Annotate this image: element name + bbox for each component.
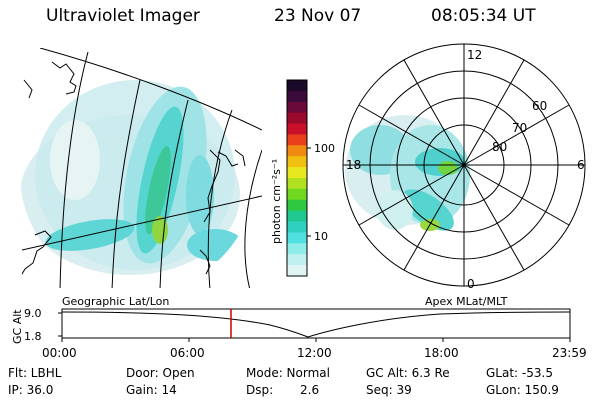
timeline-axis-label: GC Alt: [11, 309, 24, 344]
image-date: 23 Nov 07: [274, 6, 362, 26]
xtick-0000: 00:00: [42, 346, 77, 360]
timeline-ytick-high: 9.0: [24, 307, 42, 320]
colorbar-band: [287, 112, 307, 125]
colorbar-band: [287, 178, 307, 190]
mlt-0-label: 0: [467, 277, 475, 291]
gain-value: Gain: 14: [126, 383, 177, 397]
xtick-1800: 18:00: [424, 346, 459, 360]
ip-value: IP: 36.0: [8, 383, 54, 397]
colorbar-band: [287, 221, 307, 233]
colorbar-band: [287, 167, 307, 179]
geographic-map: [20, 48, 262, 292]
polar-grid: [342, 43, 586, 287]
lat-70-label: 70: [512, 121, 527, 135]
instrument-title: Ultraviolet Imager: [46, 6, 200, 26]
colorbar-band: [287, 210, 307, 223]
colorbar-band: [287, 101, 307, 114]
apex-caption: Apex MLat/MLT: [425, 295, 508, 308]
colorbar-band: [287, 265, 307, 277]
mlt-6-label: 6: [577, 158, 585, 172]
image-time: 08:05:34 UT: [431, 6, 536, 26]
colorbar-band: [287, 232, 307, 244]
glat-value: GLat: -53.5: [486, 366, 553, 380]
colorbar-band: [287, 134, 307, 146]
lat-80-label: 80: [492, 140, 507, 154]
colorbar-tick-label-100: 100: [314, 142, 335, 155]
colorbar-band: [287, 156, 307, 168]
colorbar-unit-label: photon cm⁻²s⁻¹: [270, 159, 283, 244]
colorbar-tick-label-10: 10: [314, 230, 328, 243]
colorbar-gradient: [287, 80, 307, 277]
colorbar-band: [287, 145, 307, 157]
glon-value: GLon: 150.9: [486, 383, 559, 397]
seq-value: Seq: 39: [366, 383, 412, 397]
colorbar-band: [287, 199, 307, 212]
mlt-12-label: 12: [467, 48, 482, 62]
altitude-curve: [61, 311, 571, 338]
gc-alt-value: GC Alt: 6.3 Re: [366, 366, 450, 380]
colorbar-band: [287, 90, 307, 103]
filter-value: Flt: LBHL: [8, 366, 62, 380]
polar-map: 12 18 6 0 60 70 80: [342, 43, 586, 291]
door-value: Door: Open: [126, 366, 195, 380]
colorbar-band: [287, 123, 307, 135]
colorbar-band: [287, 254, 307, 266]
mlt-18-label: 18: [346, 158, 361, 172]
colorbar-band: [287, 80, 307, 92]
colorbar-frame: [286, 79, 308, 277]
geographic-caption: Geographic Lat/Lon: [62, 295, 169, 308]
dsp-value: 2.6: [300, 383, 320, 397]
mode-value: Mode: Normal: [246, 366, 330, 380]
polar-labels: 12 18 6 0 60 70 80: [346, 48, 585, 291]
altitude-timeline: Geographic Lat/Lon Apex MLat/MLT GC Alt …: [11, 295, 571, 344]
geo-grid: [22, 48, 262, 288]
timeline-ytick-low: 1.8: [24, 330, 42, 343]
colorbar-band: [287, 243, 307, 255]
dsp-label: Dsp:: [246, 383, 274, 397]
xtick-1200: 12:00: [297, 346, 332, 360]
colorbar-band: [287, 188, 307, 201]
lat-60-label: 60: [532, 99, 547, 113]
coastlines: [22, 61, 246, 275]
xtick-2359: 23:59: [552, 346, 587, 360]
colorbar: 100 10 photon cm⁻²s⁻¹: [270, 79, 335, 277]
geo-aurora-image: [20, 56, 256, 292]
xtick-0600: 06:00: [170, 346, 205, 360]
